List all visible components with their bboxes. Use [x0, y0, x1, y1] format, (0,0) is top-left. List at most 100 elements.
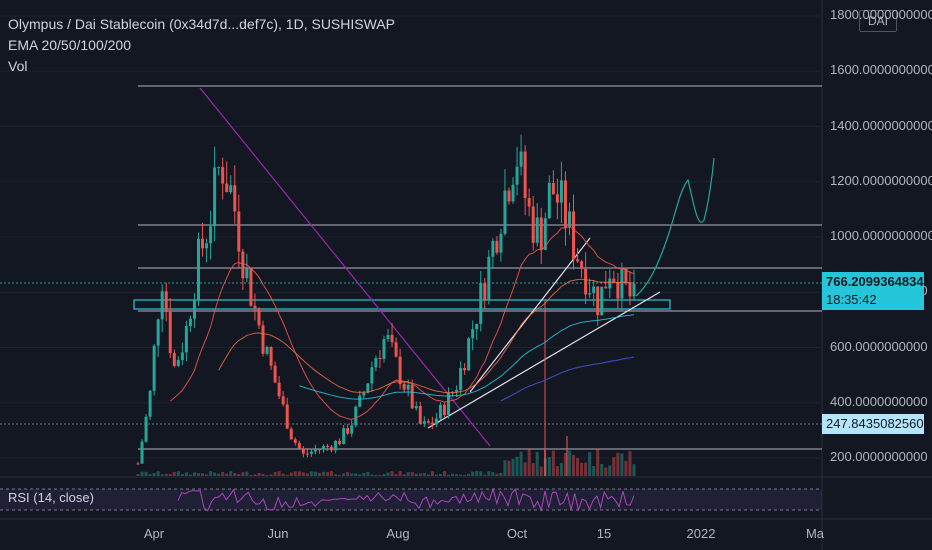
ema-50-line[interactable] — [218, 278, 635, 394]
candle-body — [406, 384, 410, 390]
volume-bar — [225, 473, 229, 476]
date-axis-label: Apr — [143, 526, 165, 541]
volume-bar — [438, 474, 442, 476]
candle-body — [628, 283, 632, 297]
candle-body — [600, 286, 604, 316]
candle-body — [277, 382, 281, 397]
candle-body — [321, 445, 325, 450]
candle-body — [168, 311, 172, 354]
volume-bar — [442, 471, 446, 476]
volume-bar — [418, 473, 422, 476]
volume-bar — [196, 473, 200, 476]
volume-bar — [374, 474, 378, 476]
candle-body — [576, 259, 580, 262]
symbol-title[interactable]: Olympus / Dai Stablecoin (0x34d7d...def7… — [8, 16, 395, 32]
volume-bar — [148, 474, 152, 476]
volume-bar — [600, 463, 604, 476]
volume-indicator-label[interactable]: Vol — [8, 58, 28, 74]
currency-button[interactable]: DAI — [859, 10, 897, 32]
candle-body — [539, 217, 543, 250]
candle-body — [390, 334, 394, 343]
volume-bar — [184, 472, 188, 476]
candle-body — [463, 368, 467, 371]
candle-body — [160, 291, 164, 320]
volume-bar — [261, 473, 265, 476]
candle-body — [285, 404, 289, 429]
candle-body — [620, 267, 624, 299]
candle-body — [338, 440, 342, 445]
volume-bar — [257, 473, 261, 476]
volume-bar — [434, 474, 438, 476]
candlestick-series[interactable] — [136, 134, 636, 465]
volume-bar — [152, 473, 156, 476]
volume-bar — [390, 471, 394, 476]
ema-100-line[interactable] — [299, 314, 635, 400]
volume-bar — [346, 472, 350, 476]
candle-body — [394, 342, 398, 357]
candle-body — [410, 384, 414, 409]
volume-bar — [309, 471, 313, 476]
candle-body — [471, 329, 475, 339]
ema-20-line[interactable] — [169, 225, 635, 420]
volume-bar — [317, 472, 321, 476]
ema-200-line[interactable] — [500, 356, 635, 402]
volume-bar — [447, 474, 451, 476]
volume-bar — [136, 474, 140, 476]
projection-path[interactable] — [635, 157, 715, 297]
candle-body — [370, 367, 374, 384]
ema-indicator-label[interactable]: EMA 20/50/100/200 — [8, 37, 131, 53]
candle-body — [604, 286, 608, 289]
candle-body — [257, 308, 261, 326]
price-axis-label: 600.0000000000 — [830, 338, 928, 354]
volume-bar — [527, 448, 531, 476]
candle-body — [523, 151, 527, 199]
volume-bar — [479, 471, 483, 476]
candle-body — [354, 406, 358, 426]
candle-body — [305, 453, 309, 455]
candle-body — [225, 183, 229, 193]
candle-body — [334, 440, 338, 451]
volume-bar — [249, 474, 253, 476]
candle-body — [608, 278, 612, 289]
rsi-line[interactable] — [177, 487, 635, 512]
candle-body — [596, 286, 600, 316]
volume-bar — [253, 474, 257, 476]
volume-bar — [354, 473, 358, 476]
volume-bar — [523, 462, 527, 476]
candle-body — [430, 422, 434, 425]
rsi-indicator-label[interactable]: RSI (14, close) — [8, 490, 94, 505]
date-axis-label: Jun — [267, 526, 289, 541]
volume-bar — [394, 474, 398, 476]
horizontal-levels[interactable] — [0, 85, 822, 450]
volume-bar — [483, 474, 487, 476]
candle-body — [245, 268, 249, 279]
candle-body — [330, 446, 334, 451]
volume-bar — [471, 471, 475, 476]
candle-body — [201, 238, 205, 249]
low-price-tag: 247.8435082560 — [822, 414, 924, 434]
candle-body — [567, 211, 571, 228]
volume-bar — [563, 452, 567, 476]
volume-bar — [410, 472, 414, 476]
last-price-tag: 766.2099364834 18:35:42 — [822, 272, 924, 310]
support-zone[interactable] — [133, 299, 671, 310]
candle-body — [507, 190, 511, 202]
price-axis-label: 200.0000000000 — [830, 449, 928, 464]
candle-body — [366, 383, 370, 393]
volume-bar — [213, 472, 217, 476]
ascending-trendline[interactable] — [427, 291, 661, 429]
candle-body — [374, 358, 378, 368]
volume-bar — [205, 474, 209, 476]
volume-bar — [539, 466, 543, 476]
descending-trendline[interactable] — [199, 87, 491, 447]
candle-body — [241, 251, 245, 279]
volume-bar — [273, 471, 277, 476]
candle-body — [563, 180, 567, 228]
date-axis-label: Aug — [386, 526, 410, 541]
candle-body — [301, 448, 305, 454]
volume-bar — [402, 474, 406, 476]
volume-bar — [628, 451, 632, 476]
volume-bar — [507, 460, 511, 476]
candle-body — [442, 404, 446, 415]
